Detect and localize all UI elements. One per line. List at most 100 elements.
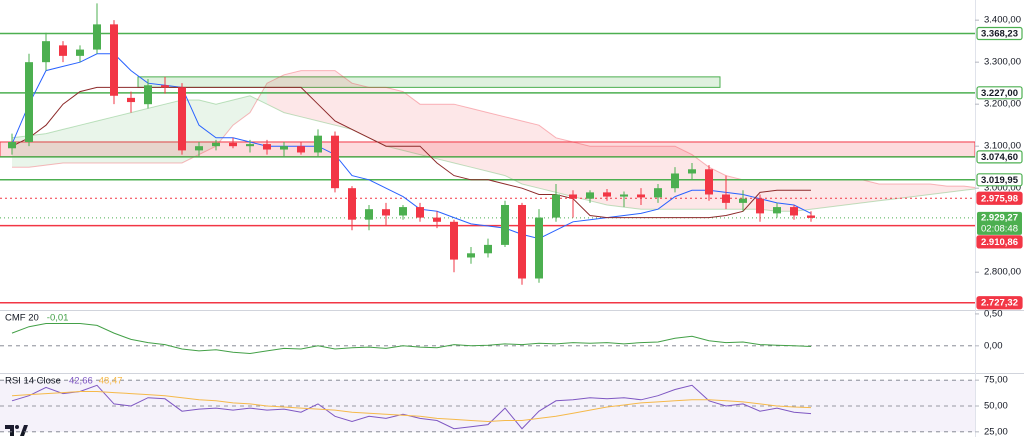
cloud-segment bbox=[947, 186, 964, 193]
cloud-segment bbox=[386, 87, 403, 151]
candle-body bbox=[76, 49, 84, 56]
last-price-label: 2.929,27 bbox=[981, 212, 1018, 223]
level-label: 2.975,98 bbox=[981, 193, 1018, 204]
candle-body bbox=[297, 146, 305, 153]
level-label: 3.074,60 bbox=[981, 152, 1018, 163]
cloud-segment bbox=[896, 183, 913, 199]
indicator-title: RSI 14 Close bbox=[5, 376, 61, 387]
candle-body bbox=[348, 188, 356, 220]
plot-area bbox=[0, 323, 975, 355]
cloud-segment bbox=[454, 104, 471, 168]
level-label-box bbox=[976, 86, 1023, 100]
cloud-edge bbox=[11, 95, 975, 212]
candle-body bbox=[467, 253, 475, 258]
cloud-segment bbox=[165, 99, 182, 163]
candle-body bbox=[671, 173, 679, 189]
cloud-segment bbox=[199, 99, 216, 155]
cloud-segment bbox=[556, 137, 573, 197]
cloud-segment bbox=[46, 129, 63, 166]
candle-body bbox=[399, 207, 407, 216]
candle-body bbox=[144, 85, 152, 105]
cloud-segment bbox=[590, 146, 607, 205]
candle-body bbox=[314, 135, 322, 153]
cloud-segment bbox=[930, 183, 947, 195]
candle-body bbox=[484, 244, 492, 254]
candle-body bbox=[654, 188, 662, 198]
candle-body bbox=[773, 207, 781, 214]
candle-body bbox=[110, 24, 118, 96]
cloud-segment bbox=[29, 133, 46, 168]
candle-body bbox=[552, 194, 560, 218]
y-tick-label: 25,00 bbox=[984, 426, 1008, 437]
y-tick-label: 3.100,00 bbox=[984, 141, 1021, 152]
candle-body bbox=[8, 141, 16, 149]
candle-body bbox=[450, 221, 458, 260]
cloud-segment bbox=[743, 179, 760, 210]
cloud-segment bbox=[63, 125, 80, 163]
last-price-box bbox=[977, 211, 1022, 235]
candle-body bbox=[93, 24, 101, 50]
cloud-segment bbox=[148, 104, 165, 163]
candle-body bbox=[433, 217, 441, 222]
candle-body bbox=[807, 215, 815, 218]
indicator-value: 42,66 bbox=[69, 376, 93, 387]
indicator-line bbox=[11, 53, 812, 240]
cloud-segment bbox=[692, 154, 709, 210]
cloud-segment bbox=[624, 146, 641, 210]
cloud-segment bbox=[420, 104, 437, 159]
cloud-segment bbox=[284, 70, 301, 117]
cloud-segment bbox=[471, 108, 488, 172]
indicator-line bbox=[11, 323, 812, 355]
candle-body bbox=[331, 135, 339, 189]
cloud-segment bbox=[862, 179, 879, 203]
candle-body bbox=[569, 194, 577, 199]
candle-body bbox=[637, 194, 645, 198]
cloud-segment bbox=[964, 186, 975, 191]
y-tick-label: 75,00 bbox=[984, 375, 1008, 386]
cloud-segment bbox=[97, 116, 114, 163]
level-label-box bbox=[976, 191, 1023, 205]
level-label-box bbox=[976, 26, 1023, 41]
cloud-segment bbox=[318, 70, 335, 126]
plot-area bbox=[0, 3, 975, 304]
candle-body bbox=[280, 146, 288, 150]
candle-body bbox=[518, 204, 526, 279]
cloud-segment bbox=[607, 146, 624, 208]
candle-body bbox=[416, 207, 424, 218]
cloud-segment bbox=[777, 179, 794, 212]
candle-body bbox=[688, 169, 696, 174]
candle-body bbox=[382, 209, 390, 216]
candle-body bbox=[212, 142, 220, 147]
candle-body bbox=[535, 217, 543, 279]
cloud-segment bbox=[250, 83, 267, 113]
candle-body bbox=[705, 169, 713, 195]
cloud-segment bbox=[658, 146, 675, 210]
cloud-segment bbox=[828, 179, 845, 208]
countdown-label: 02:08:48 bbox=[981, 223, 1018, 234]
y-tick-label: 3.300,00 bbox=[984, 57, 1021, 68]
cloud-segment bbox=[488, 112, 505, 176]
cloud-segment bbox=[641, 146, 658, 210]
y-tick-label: 2.800,00 bbox=[984, 267, 1021, 278]
candle-body bbox=[229, 142, 237, 147]
cloud-segment bbox=[335, 70, 352, 130]
indicator-line bbox=[11, 391, 812, 423]
cloud-segment bbox=[80, 120, 97, 163]
level-label: 2.910,86 bbox=[981, 237, 1018, 248]
level-label-box bbox=[976, 150, 1023, 164]
y-tick-label: 3.000,00 bbox=[984, 183, 1021, 194]
cloud-segment bbox=[522, 120, 539, 189]
level-label: 3.227,00 bbox=[981, 88, 1018, 99]
cloud-segment bbox=[675, 146, 692, 210]
y-tick-label: 3.200,00 bbox=[984, 99, 1021, 110]
candle-body bbox=[161, 85, 169, 88]
cloud-segment bbox=[131, 108, 148, 163]
y-tick-label: 0,00 bbox=[984, 340, 1003, 351]
level-label-box bbox=[976, 235, 1023, 249]
cloud-segment bbox=[573, 141, 590, 201]
candle-body bbox=[722, 194, 730, 203]
candle-body bbox=[178, 87, 186, 151]
candle-body bbox=[365, 209, 373, 220]
candle-body bbox=[739, 198, 747, 203]
